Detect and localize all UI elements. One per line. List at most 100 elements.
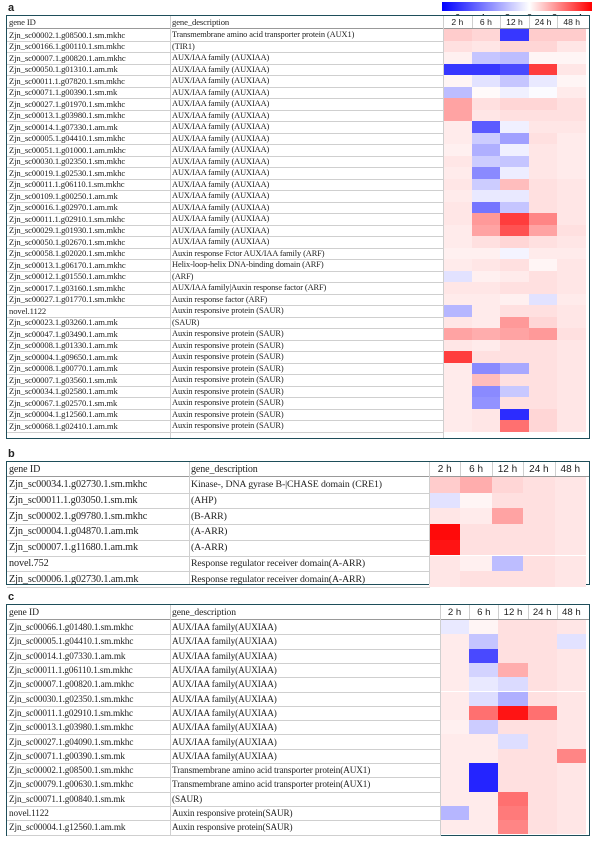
heatmap-cell — [443, 40, 473, 52]
gene-description: AUX/IAA family (AUXIAA) — [172, 179, 270, 189]
gene-description: (SAUR) — [172, 793, 203, 804]
table-row: Zjn_sc00034.1.g02730.1.sm.mkhc Kinase-, D… — [7, 477, 589, 493]
heatmap-cell — [557, 305, 587, 317]
heatmap-cell — [528, 52, 558, 64]
heatmap-cell — [527, 634, 558, 649]
heatmap-cell — [498, 763, 529, 778]
row-divider — [7, 213, 444, 214]
table-row: Zjn_sc00002.1.g08500.1.sm.mkhc Transmembr… — [7, 763, 589, 778]
gene-description: (A-ARR) — [191, 542, 228, 554]
table-row: Zjn_sc00068.1.g02410.1.am.mk Auxin respon… — [7, 420, 589, 432]
gene-description: AUX/IAA family(AUXIAA) — [172, 722, 277, 733]
gene-id: Zjn_sc00013.1.g03980.1.sm.mkhc — [9, 110, 126, 121]
gene-id: Zjn_sc00013.1.g06170.1.am.mkhc — [9, 259, 126, 270]
heatmap-cell — [440, 677, 470, 692]
heatmap-cell — [557, 247, 587, 259]
gene-id: Zjn_sc00027.1.g01970.1.sm.mkhc — [9, 98, 126, 109]
heatmap-cell — [554, 555, 587, 572]
gene-description: AUX/IAA family (AUXIAA) — [172, 225, 270, 235]
gene-id: Zjn_sc00007.1.g11680.1.am.mk — [9, 542, 138, 554]
table-row: Zjn_sc00029.1.g01930.1.sm.mkhc AUX/IAA fa… — [7, 224, 589, 236]
heatmap-cell — [528, 167, 558, 179]
heatmap-cell — [528, 40, 558, 52]
gene-id: Zjn_sc00005.1.g04410.1.sm.mkhc — [9, 636, 134, 647]
gene-id: Zjn_sc00008.1.g00770.1.am.mk — [9, 363, 118, 374]
heatmap-cell — [440, 791, 470, 806]
table-row: Zjn_sc00071.1.g00390.1.sm.mk AUX/IAA fami… — [7, 748, 589, 763]
table-row: Zjn_sc00166.1.g00110.1.sm.mkhc (TIR1) — [7, 40, 589, 52]
heatmap-cell — [469, 763, 499, 778]
row-divider — [7, 834, 441, 836]
heatmap-cell — [527, 620, 558, 635]
heatmap-cell — [528, 236, 558, 248]
table-row: Zjn_sc00004.1.g09650.1.am.mk Auxin respon… — [7, 351, 589, 363]
heatmap-cell — [500, 190, 530, 202]
heatmap-cell — [491, 492, 524, 509]
gene-description: Auxin responsive protein (SAUR) — [172, 352, 284, 362]
table-row: Zjn_sc00006.1.g02730.1.am.mk Response reg… — [7, 571, 589, 587]
table-row: Zjn_sc00007.1.g11680.1.am.mk (A-ARR) — [7, 539, 589, 556]
header-gene-description: gene_description — [172, 606, 236, 618]
heatmap-cell — [469, 791, 499, 806]
heatmap-cell — [500, 339, 530, 351]
gene-id: Zjn_sc00014.1.g07330.1.am.mk — [9, 121, 118, 132]
heatmap-cell — [528, 305, 558, 317]
heatmap-cell — [491, 508, 524, 525]
gene-id: Zjn_sc00002.1.g09780.1.sm.mkhc — [9, 510, 148, 522]
row-divider — [7, 155, 444, 157]
heatmap-cell — [440, 634, 470, 649]
gene-id: Zjn_sc00004.1.g04870.1.am.mk — [9, 526, 139, 538]
heatmap-column-divider — [523, 462, 525, 476]
row-divider — [7, 282, 444, 283]
table-row: Zjn_sc00011.1.g06110.1.sm.mkhc AUX/IAA fa… — [7, 662, 589, 678]
heatmap-cell — [460, 524, 493, 540]
heatmap-cell — [557, 144, 587, 156]
gene-id: Zjn_sc00011.1.g03050.1.sm.mk — [9, 495, 138, 507]
heatmap-cell — [443, 224, 473, 236]
heatmap-cell — [498, 777, 529, 792]
heatmap-cell — [443, 293, 473, 305]
heatmap-cell — [528, 178, 558, 190]
gene-id: Zjn_sc00013.1.g03980.1.sm.mkhc — [9, 722, 134, 733]
column-header: 48 h — [562, 606, 581, 618]
heatmap-cell — [557, 339, 587, 351]
heatmap-cell — [500, 213, 530, 225]
gene-id: Zjn_sc00058.1.g02020.1.sm.mkhc — [9, 248, 126, 259]
gene-description: AUX/IAA family(AUXIAA) — [172, 650, 277, 661]
heatmap-cell — [528, 121, 558, 133]
table-row: Zjn_sc00019.1.g02530.1.sm.mkhc AUX/IAA fa… — [7, 167, 589, 179]
heatmap-cell — [557, 270, 587, 282]
heatmap-cell — [500, 282, 530, 294]
heatmap-cell — [443, 351, 473, 363]
heatmap-column-divider — [500, 16, 502, 28]
heatmap-cell — [440, 748, 470, 763]
gene-description: Auxin responsive protein (SAUR) — [172, 421, 284, 431]
heatmap-cell — [554, 571, 587, 587]
heatmap-cell — [556, 748, 587, 763]
heatmap-cell — [500, 144, 530, 156]
heatmap-cell — [528, 75, 558, 87]
row-divider — [7, 820, 441, 822]
row-divider — [7, 648, 441, 650]
heatmap-cell — [471, 52, 501, 64]
column-header: 12 h — [506, 17, 523, 27]
heatmap-cell — [443, 167, 473, 179]
column-header: 48 h — [560, 463, 581, 475]
column-header: 12 h — [497, 463, 518, 475]
heatmap-cell — [429, 477, 461, 493]
heatmap-cell — [556, 634, 587, 649]
heatmap-cell — [469, 734, 499, 749]
heatmap-cell — [471, 236, 501, 248]
heatmap-cell — [528, 351, 558, 363]
column-divider — [429, 462, 430, 584]
heatmap-cell — [500, 316, 530, 328]
heatmap-cell — [557, 224, 587, 236]
heatmap-cell — [443, 385, 473, 397]
gene-id: Zjn_sc00027.1.g01770.1.sm.mkhc — [9, 294, 126, 305]
gene-description: AUX/IAA family (AUXIAA) — [172, 214, 270, 224]
heatmap-cell — [471, 397, 501, 409]
heatmap-cell — [557, 98, 587, 110]
gene-description: (B-ARR) — [191, 510, 227, 522]
heatmap-cell — [498, 820, 529, 835]
heatmap-cell — [443, 213, 473, 225]
